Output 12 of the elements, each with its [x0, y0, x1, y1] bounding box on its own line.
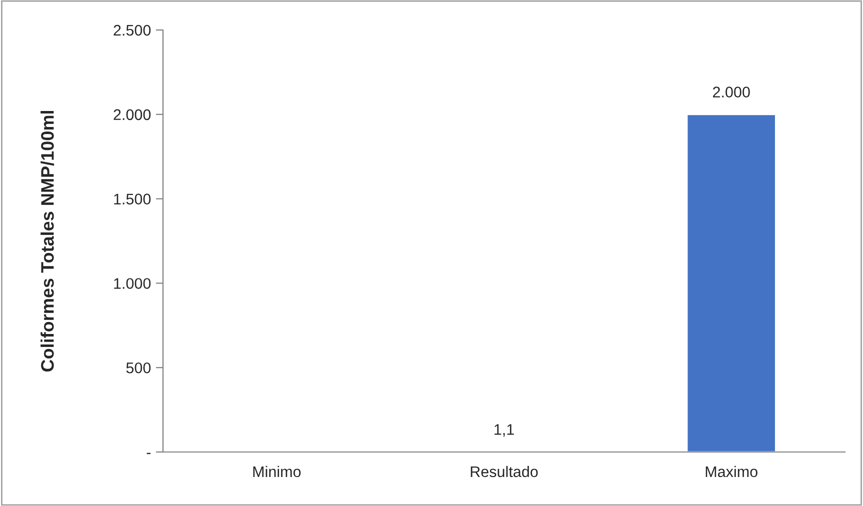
- y-tick-label: 2.000: [114, 109, 151, 120]
- x-tick-label: Maximo: [706, 466, 758, 478]
- data-label: 2.000: [712, 86, 750, 98]
- y-tick-label: 500: [126, 362, 151, 374]
- x-tick-label: Minimo: [253, 466, 301, 478]
- y-tick-label: 1.500: [114, 194, 151, 204]
- y-axis-title: Coliformes Totales NMP/100ml: [40, 110, 54, 372]
- y-tick-label: 1.000: [114, 278, 151, 289]
- data-label: 1,1: [494, 424, 514, 437]
- y-tick-label: -: [146, 452, 151, 454]
- x-tick-label: Resultado: [470, 466, 538, 478]
- y-tick-label: 2.500: [114, 24, 151, 36]
